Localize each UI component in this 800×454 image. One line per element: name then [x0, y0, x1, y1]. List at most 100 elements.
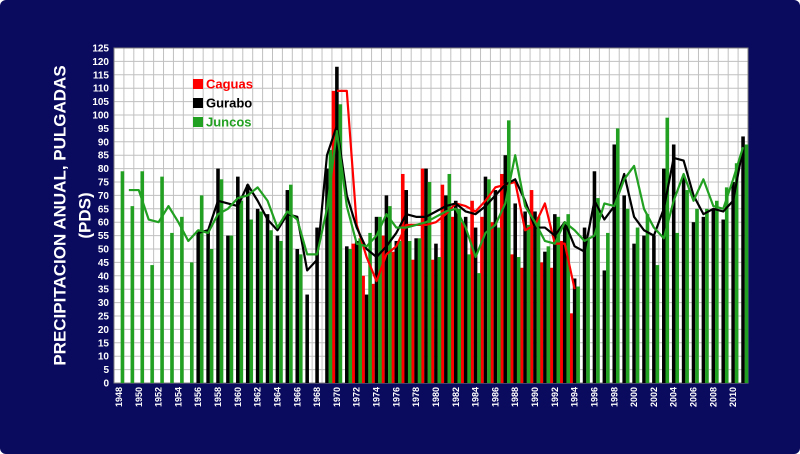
x-tick-label: 1996	[589, 387, 599, 407]
bar-gurabo	[226, 235, 230, 383]
bar-gurabo	[473, 227, 478, 383]
bar-gurabo	[255, 208, 260, 383]
bar-caguas	[410, 259, 415, 383]
y-tick-label: 70	[98, 191, 110, 202]
bar-gurabo	[216, 168, 220, 383]
x-axis-ticks: 1948 1950 1952 1954 1956 1958 1960 1962 1964 1966…	[114, 387, 738, 407]
bar-juncos	[526, 224, 531, 383]
y-axis-label-unit: (PDS)	[76, 192, 95, 238]
bar-juncos	[576, 286, 580, 383]
bar-juncos	[298, 254, 303, 383]
x-tick-label: 2004	[669, 387, 679, 407]
bar-gurabo	[523, 211, 527, 383]
bar-juncos	[437, 257, 442, 383]
x-tick-label: 1984	[471, 387, 481, 407]
bar-gurabo	[424, 168, 428, 383]
bar-gurabo	[553, 214, 557, 383]
bar-caguas	[400, 173, 405, 383]
bar-juncos	[497, 227, 501, 383]
bar-juncos	[219, 179, 224, 383]
x-tick-label: 1966	[292, 387, 302, 407]
bar-juncos	[269, 230, 273, 383]
bar-gurabo	[691, 222, 696, 383]
bar-juncos	[477, 273, 481, 383]
bar-caguas	[420, 168, 425, 383]
bar-juncos	[368, 232, 372, 383]
bar-gurabo	[265, 214, 270, 383]
y-tick-label: 45	[98, 258, 110, 269]
y-tick-label: 115	[93, 70, 110, 81]
bar-gurabo	[285, 190, 290, 383]
bar-gurabo	[652, 235, 656, 383]
bar-juncos	[556, 216, 561, 383]
legend: Caguas Gurabo Juncos	[193, 77, 253, 130]
bar-gurabo	[701, 216, 706, 383]
bar-caguas	[440, 184, 445, 383]
bar-gurabo	[622, 195, 626, 383]
bar-gurabo	[384, 195, 389, 383]
x-tick-label: 2006	[689, 387, 699, 407]
bar-gurabo	[335, 66, 339, 383]
bar-juncos	[566, 214, 570, 383]
bar-juncos	[685, 190, 689, 383]
bar-juncos	[180, 216, 184, 383]
legend-label-juncos: Juncos	[206, 115, 252, 130]
y-tick-label: 75	[98, 178, 110, 189]
bar-juncos	[536, 216, 541, 383]
y-axis-ticks: 0 5 10 15 20 25 30 35 40 45 50 55 60 65 70 75 80 85 90 95 10…	[92, 44, 109, 390]
bar-gurabo	[632, 243, 636, 383]
y-axis-label-main: PRECIPITACION ANUAL, PULGADAS	[51, 65, 70, 365]
bar-gurabo	[444, 195, 448, 383]
x-tick-label: 1958	[213, 387, 223, 407]
bar-caguas	[351, 243, 356, 383]
bar-juncos	[417, 238, 422, 383]
bar-gurabo	[404, 190, 409, 383]
bar-juncos	[655, 265, 660, 383]
trend-line-gurabo	[197, 124, 745, 272]
bar-gurabo	[305, 294, 309, 383]
bar-juncos	[249, 219, 253, 383]
bar-gurabo	[434, 243, 438, 383]
x-tick-label: 1970	[332, 387, 342, 407]
x-tick-label: 2000	[629, 387, 639, 407]
bar-gurabo	[325, 168, 329, 383]
bar-gurabo	[295, 249, 300, 383]
bar-juncos	[199, 195, 204, 383]
bar-juncos	[734, 163, 739, 383]
trend-lines	[128, 89, 745, 290]
x-tick-label: 1952	[154, 387, 164, 407]
y-tick-label: 25	[98, 312, 110, 323]
bar-juncos	[140, 171, 145, 383]
bar-juncos	[279, 240, 283, 383]
bar-gurabo	[582, 227, 587, 383]
bar-gurabo	[731, 182, 735, 383]
bar-juncos	[209, 249, 214, 383]
bar-gurabo	[662, 168, 666, 383]
y-tick-label: 95	[98, 124, 110, 135]
x-tick-label: 1980	[431, 387, 441, 407]
x-tick-label: 1960	[233, 387, 243, 407]
x-tick-label: 1986	[490, 387, 500, 407]
bar-gurabo	[453, 200, 458, 383]
bar-caguas	[569, 313, 573, 383]
y-tick-label: 100	[92, 111, 109, 122]
x-tick-label: 1990	[530, 387, 540, 407]
bar-gurabo	[592, 171, 597, 383]
legend-label-gurabo: Gurabo	[206, 96, 252, 111]
x-tick-label: 1948	[114, 387, 124, 407]
bar-juncos	[506, 120, 511, 384]
bar-juncos	[665, 117, 670, 384]
bar-juncos	[358, 238, 362, 383]
bar-gurabo	[354, 240, 359, 383]
bar-juncos	[675, 232, 679, 383]
y-tick-label: 15	[98, 338, 110, 349]
bar-juncos	[695, 208, 699, 383]
y-tick-label: 60	[98, 218, 110, 229]
y-tick-label: 35	[98, 285, 110, 296]
x-tick-label: 1994	[570, 387, 580, 407]
bar-caguas	[500, 173, 504, 383]
x-tick-label: 1964	[272, 387, 282, 407]
bar-gurabo	[721, 219, 726, 383]
bar-juncos	[596, 198, 600, 383]
x-tick-label: 1974	[372, 387, 382, 407]
